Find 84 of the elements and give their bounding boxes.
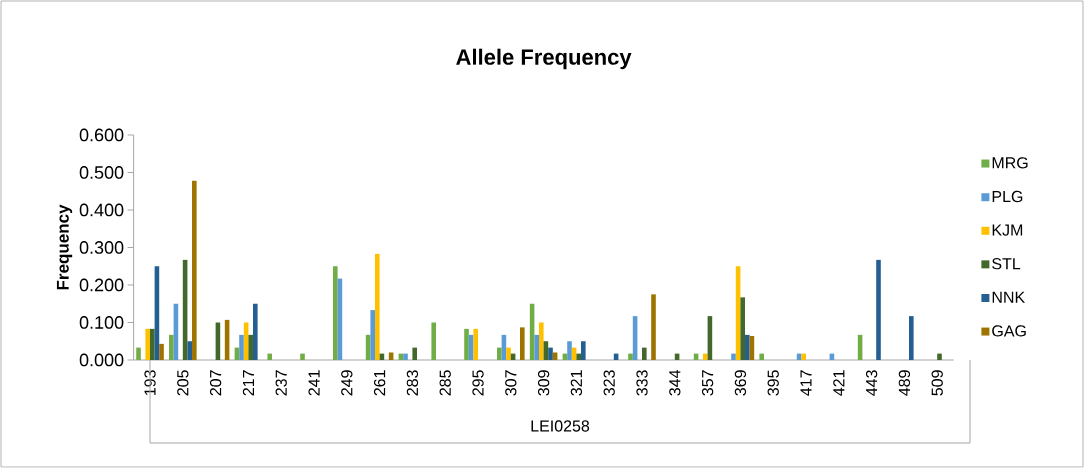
bar <box>375 253 380 360</box>
x-tick-label: 249 <box>341 370 353 396</box>
x-tick-label: 237 <box>275 370 287 396</box>
x-tick-label: 357 <box>701 370 714 396</box>
x-tick-label: 307 <box>505 370 517 396</box>
bar <box>300 353 305 360</box>
bar <box>159 343 164 360</box>
bar <box>548 347 553 360</box>
y-axis-title: Frequency <box>56 204 73 290</box>
x-tick-label: 285 <box>439 370 451 396</box>
bar <box>370 310 376 360</box>
bar <box>801 353 806 360</box>
x-tick-label: 261 <box>373 370 386 396</box>
bar <box>136 347 141 360</box>
bar <box>267 353 273 360</box>
x-tick-label: 283 <box>406 370 419 396</box>
x-tick-label: 369 <box>734 370 747 396</box>
bar <box>187 341 193 360</box>
legend-label: GAG <box>992 325 1026 337</box>
x-tick-label: 193 <box>144 370 156 395</box>
bar <box>876 259 881 360</box>
legend-label: MRG <box>992 157 1028 169</box>
bar <box>642 347 647 360</box>
chart-title: Allele Frequency <box>456 48 632 70</box>
bar <box>403 353 408 360</box>
bar <box>759 353 764 360</box>
bar <box>497 347 502 360</box>
bar <box>937 353 942 360</box>
x-tick-label: 309 <box>537 370 550 396</box>
legend-label: NNK <box>992 291 1025 303</box>
bar <box>581 341 586 360</box>
y-tick-label: 0.400 <box>79 203 124 217</box>
x-axis-title: LEI0258 <box>531 420 590 432</box>
legend-label: KJM <box>992 224 1023 236</box>
bar <box>473 328 479 360</box>
x-tick-label: 241 <box>308 370 320 396</box>
y-tick-label: 0.300 <box>79 241 124 254</box>
bar <box>388 352 394 360</box>
bar <box>539 322 544 360</box>
bar <box>464 328 469 360</box>
x-tick-label: 509 <box>931 370 943 396</box>
y-tick-label: 0.600 <box>79 128 124 142</box>
legend-label: PLG <box>992 190 1023 203</box>
bar <box>534 334 540 360</box>
bar <box>431 322 437 360</box>
bar <box>150 328 155 360</box>
bar <box>192 180 197 360</box>
x-tick-label: 207 <box>209 370 222 396</box>
x-tick-label: 443 <box>865 370 878 396</box>
x-tick-label: 217 <box>242 370 254 396</box>
bar <box>333 266 338 360</box>
bar <box>567 341 572 360</box>
bar <box>628 353 633 360</box>
bar <box>576 353 582 360</box>
bar <box>169 334 174 360</box>
bar <box>239 334 244 360</box>
x-tick-label: 323 <box>603 370 615 396</box>
bar <box>703 353 708 360</box>
y-tick-label: 0.200 <box>79 278 124 292</box>
bar <box>651 294 656 360</box>
x-tick-label: 344 <box>669 370 681 396</box>
legend-label: STL <box>992 258 1021 270</box>
bar <box>745 334 750 360</box>
bar <box>731 353 736 360</box>
bar <box>552 352 558 360</box>
x-tick-label: 333 <box>636 370 648 396</box>
y-tick-label: 0.100 <box>79 316 124 329</box>
y-tick-label: 0.500 <box>79 166 124 179</box>
x-tick-label: 395 <box>767 370 779 396</box>
x-tick-label: 321 <box>570 370 583 396</box>
x-tick-label: 205 <box>177 370 189 396</box>
y-tick-label: 0.000 <box>79 353 124 367</box>
bar <box>740 297 745 360</box>
x-tick-label: 421 <box>833 370 845 396</box>
bar <box>248 334 254 360</box>
bar <box>145 328 151 360</box>
x-tick-label: 295 <box>472 370 484 396</box>
bar <box>520 327 525 360</box>
bar <box>412 347 418 360</box>
bar <box>909 316 914 360</box>
bar <box>506 347 511 360</box>
bar <box>253 303 258 360</box>
x-tick-label: 417 <box>800 370 812 396</box>
x-tick-label: 489 <box>898 370 911 396</box>
